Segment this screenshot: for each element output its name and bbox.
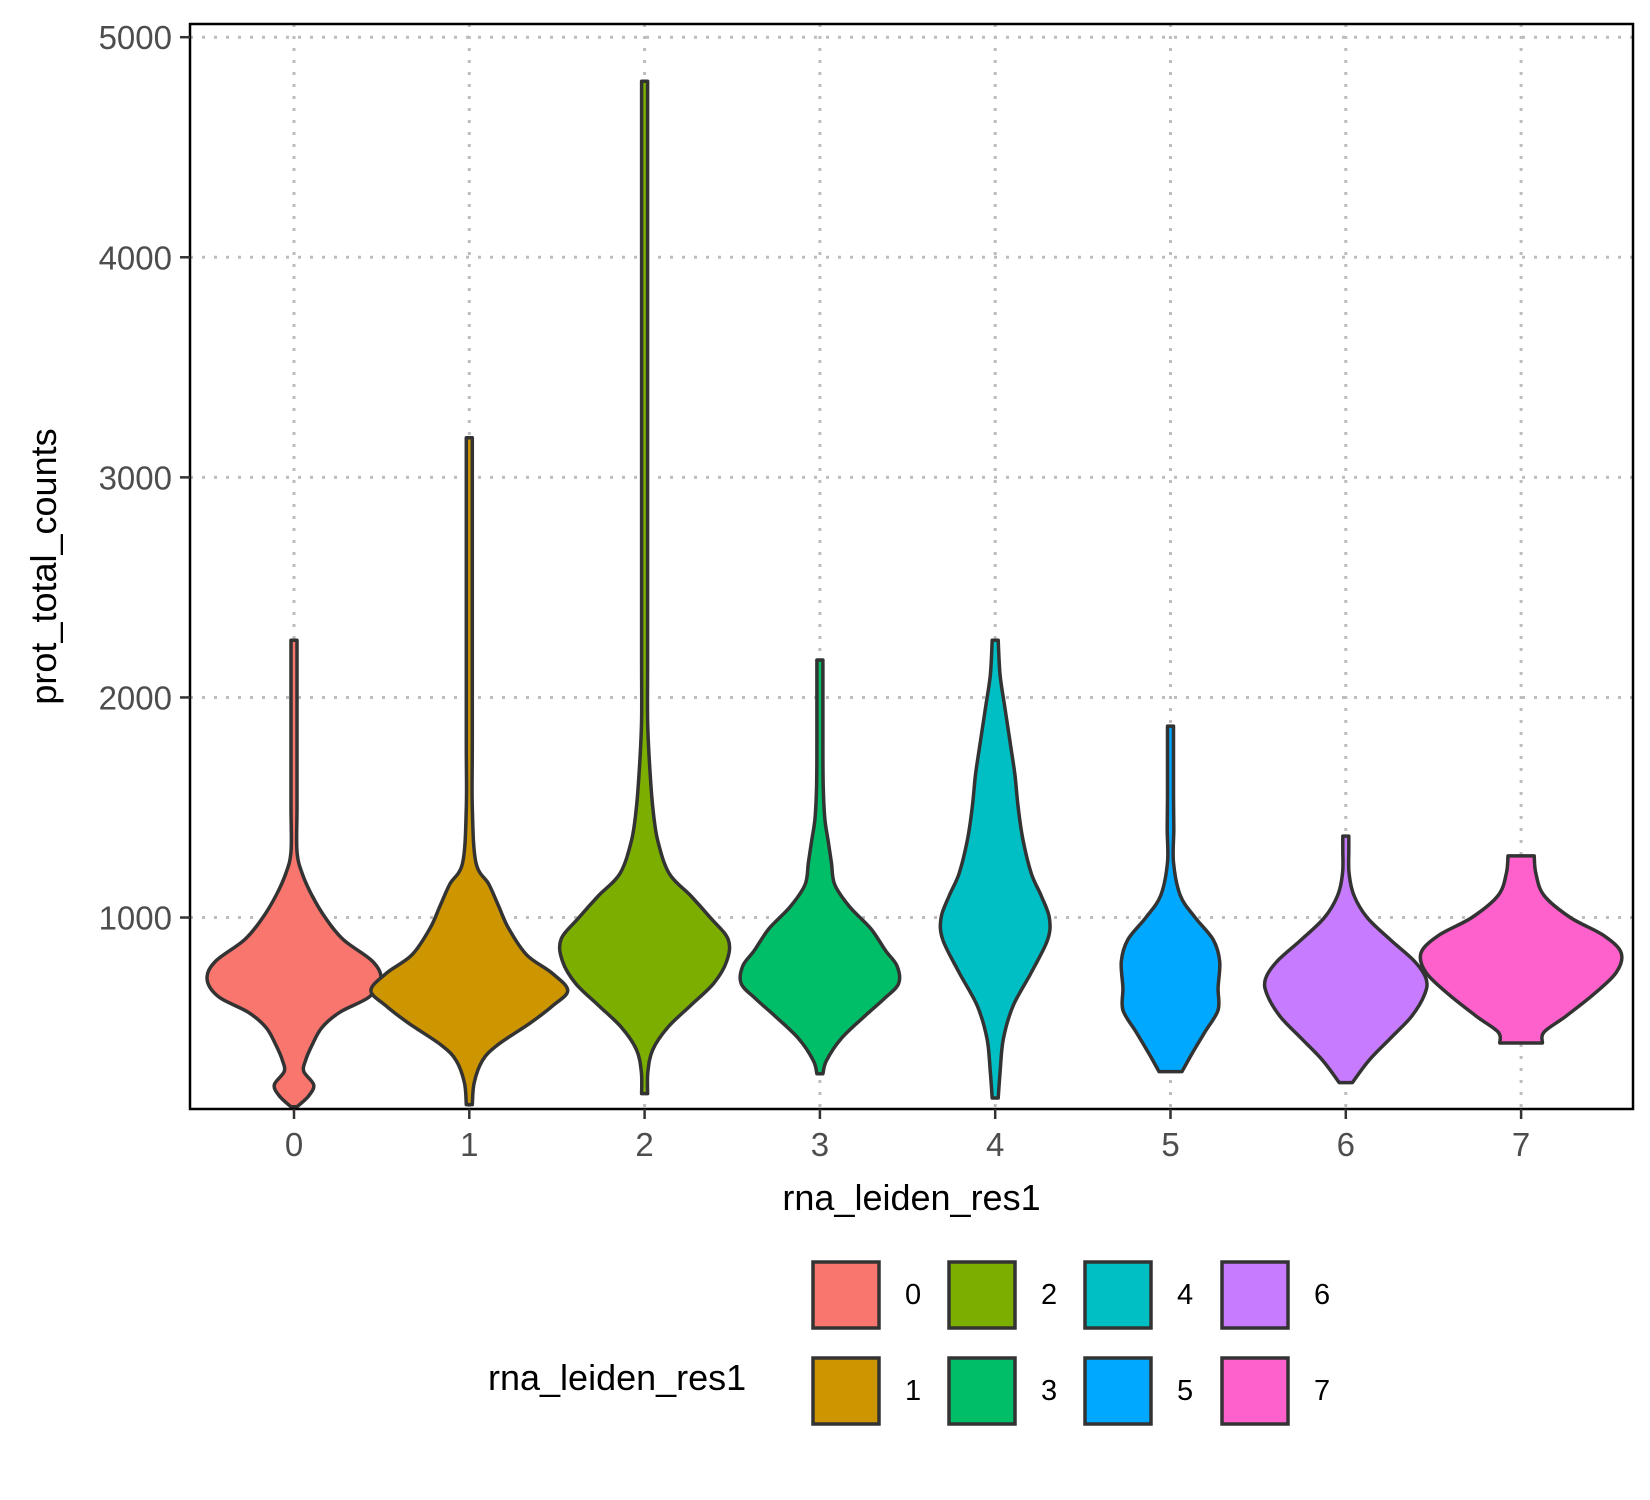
legend-swatch-1 <box>811 1356 881 1426</box>
y-tick-label-3000: 3000 <box>99 459 172 496</box>
x-axis: 0 1 2 3 4 5 6 7 <box>285 1109 1530 1163</box>
legend-label-2: 2 <box>1041 1279 1057 1311</box>
x-axis-title: rna_leiden_res1 <box>782 1177 1040 1218</box>
violin-3 <box>738 658 902 1076</box>
x-tick-label-7: 7 <box>1512 1126 1530 1163</box>
legend: rna_leiden_res1 0 1 2 3 4 5 6 7 <box>488 1260 1330 1426</box>
y-tick-label-2000: 2000 <box>99 679 172 716</box>
y-tick-label-4000: 4000 <box>99 239 172 276</box>
legend-swatch-3 <box>947 1356 1017 1426</box>
x-tick-label-6: 6 <box>1337 1126 1355 1163</box>
legend-swatch-6 <box>1220 1260 1290 1330</box>
legend-swatch-4 <box>1083 1260 1153 1330</box>
legend-swatch-0 <box>811 1260 881 1330</box>
legend-label-3: 3 <box>1041 1375 1057 1407</box>
legend-label-1: 1 <box>905 1375 921 1407</box>
legend-label-0: 0 <box>905 1279 921 1311</box>
legend-swatch-7 <box>1220 1356 1290 1426</box>
violin-4 <box>938 638 1052 1100</box>
x-tick-label-3: 3 <box>811 1126 829 1163</box>
violin-7 <box>1418 854 1624 1045</box>
violin-0 <box>205 638 383 1109</box>
x-tick-label-1: 1 <box>460 1126 478 1163</box>
violin-6 <box>1262 834 1429 1085</box>
legend-items: 0 1 2 3 4 5 6 7 <box>811 1260 1330 1426</box>
x-tick-label-0: 0 <box>285 1126 303 1163</box>
legend-title: rna_leiden_res1 <box>488 1357 746 1398</box>
legend-label-6: 6 <box>1314 1279 1330 1311</box>
y-tick-label-5000: 5000 <box>99 19 172 56</box>
legend-label-7: 7 <box>1314 1375 1330 1407</box>
violin-2 <box>557 79 732 1096</box>
x-tick-label-4: 4 <box>986 1126 1004 1163</box>
x-tick-label-2: 2 <box>635 1126 653 1163</box>
plot-panel-border <box>188 22 1635 1111</box>
violin-5 <box>1119 724 1222 1074</box>
legend-label-5: 5 <box>1177 1375 1193 1407</box>
y-tick-label-1000: 1000 <box>99 900 172 937</box>
violin-series <box>205 79 1624 1109</box>
x-tick-label-5: 5 <box>1161 1126 1179 1163</box>
violin-1 <box>369 436 570 1107</box>
y-axis-title: prot_total_counts <box>23 428 64 704</box>
legend-swatch-5 <box>1083 1356 1153 1426</box>
y-axis: 1000 2000 3000 4000 5000 <box>99 19 190 937</box>
legend-swatch-2 <box>947 1260 1017 1330</box>
legend-label-4: 4 <box>1177 1279 1193 1311</box>
